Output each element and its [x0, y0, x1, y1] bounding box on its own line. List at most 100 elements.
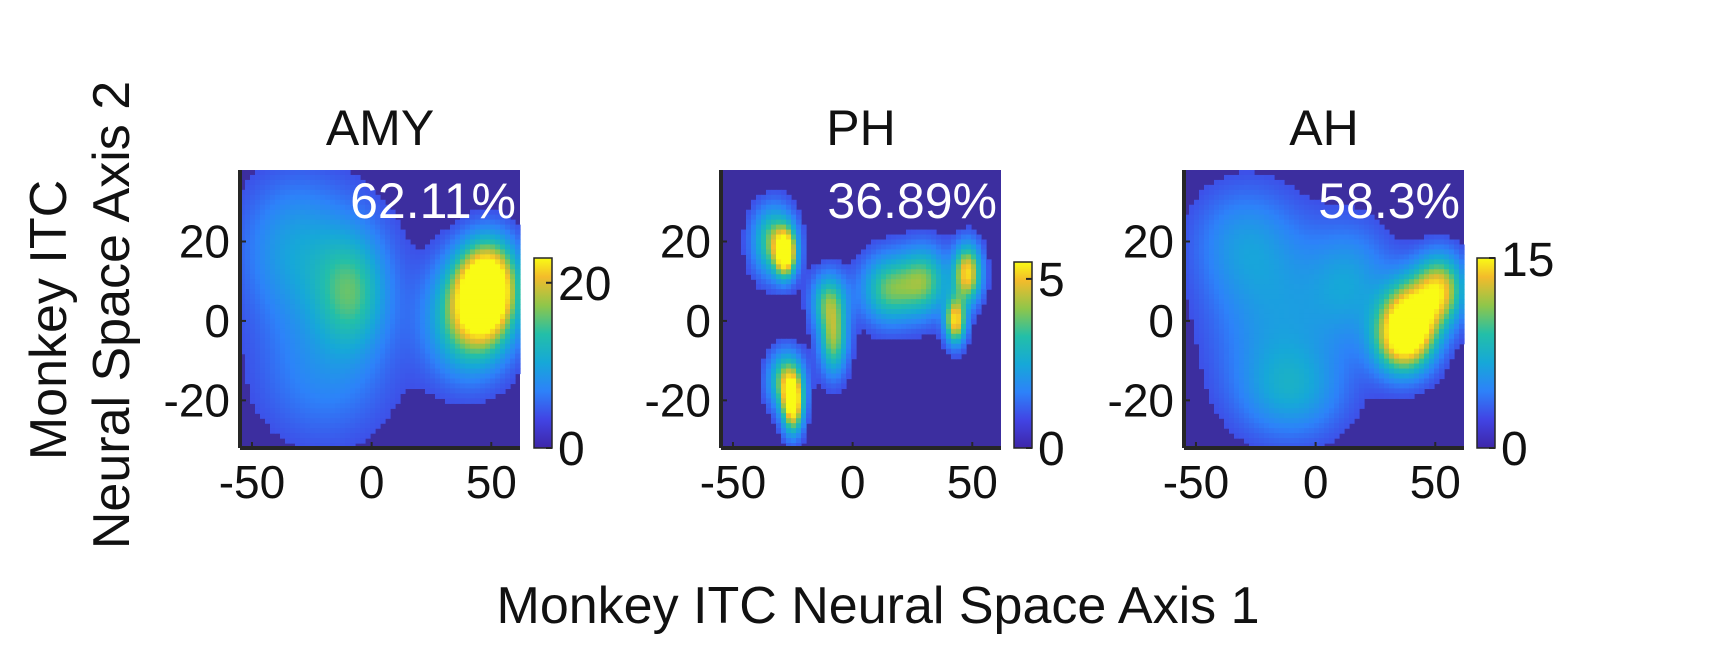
heatmap-cell: [1429, 234, 1435, 241]
heatmap-cell: [871, 249, 877, 255]
heatmap-cell: [495, 338, 501, 345]
heatmap-cell: [1239, 254, 1245, 260]
heatmap-cell: [400, 284, 406, 290]
heatmap-cell: [500, 304, 506, 310]
heatmap-cell: [300, 368, 306, 375]
heatmap-cell: [1374, 229, 1380, 236]
heatmap-cell: [270, 179, 276, 186]
heatmap-cell: [495, 309, 501, 315]
heatmap-cell: [310, 378, 316, 385]
heatmap-cell: [365, 279, 371, 285]
heatmap-cell: [380, 398, 386, 404]
heatmap-cell: [345, 189, 351, 196]
heatmap-cell: [240, 274, 246, 280]
heatmap-cell: [1334, 244, 1340, 251]
heatmap-cell: [806, 294, 812, 300]
heatmap-cell: [1204, 299, 1210, 305]
heatmap-cell: [410, 318, 416, 325]
heatmap-cell: [380, 284, 386, 290]
heatmap-cell: [1259, 259, 1265, 265]
heatmap-cell: [796, 373, 802, 380]
heatmap-cell: [1204, 194, 1210, 201]
heatmap-cell: [1454, 254, 1460, 260]
heatmap-cell: [390, 363, 396, 370]
heatmap-cell: [1219, 199, 1225, 206]
heatmap-cell: [1394, 239, 1400, 246]
heatmap-cell: [345, 373, 351, 380]
heatmap-cell: [410, 309, 416, 315]
heatmap-cell: [465, 264, 471, 270]
heatmap-cell: [1199, 219, 1205, 226]
heatmap-cell: [891, 259, 897, 265]
heatmap-cell: [500, 214, 506, 221]
heatmap-cell: [335, 304, 341, 310]
heatmap-cell: [1329, 234, 1335, 241]
heatmap-cell: [966, 289, 972, 295]
heatmap-cell: [806, 323, 812, 330]
heatmap-cell: [956, 289, 962, 295]
heatmap-cell: [345, 170, 351, 176]
heatmap-cell: [901, 234, 907, 241]
heatmap-cell: [335, 274, 341, 280]
heatmap-cell: [300, 299, 306, 305]
heatmap-cell: [1404, 299, 1410, 305]
heatmap-cell: [305, 408, 311, 414]
heatmap-cell: [1259, 309, 1265, 315]
heatmap-cell: [966, 279, 972, 285]
heatmap-cell: [270, 204, 276, 211]
heatmap-cell: [255, 304, 261, 310]
heatmap-cell: [861, 249, 867, 255]
heatmap-cell: [1234, 304, 1240, 310]
heatmap-cell: [821, 279, 827, 285]
heatmap-cell: [766, 393, 772, 399]
heatmap-cell: [365, 194, 371, 201]
heatmap-cell: [796, 443, 802, 449]
heatmap-cell: [420, 333, 426, 340]
heatmap-cell: [360, 328, 366, 335]
heatmap-cell: [1204, 274, 1210, 280]
heatmap-cell: [315, 274, 321, 280]
heatmap-cell: [1319, 279, 1325, 285]
heatmap-cell: [826, 323, 832, 330]
heatmap-cell: [1309, 294, 1315, 300]
heatmap-cell: [250, 353, 256, 360]
heatmap-cell: [385, 383, 391, 390]
heatmap-cell: [375, 403, 381, 409]
heatmap-cell: [1349, 313, 1355, 320]
heatmap-cell: [936, 299, 942, 305]
heatmap-cell: [1364, 234, 1370, 241]
heatmap-cell: [1229, 309, 1235, 315]
heatmap-cell: [255, 184, 261, 191]
heatmap-cell: [290, 333, 296, 340]
heatmap-cell: [330, 194, 336, 201]
heatmap-cell: [255, 179, 261, 186]
heatmap-cell: [1264, 229, 1270, 236]
heatmap-cell: [380, 373, 386, 380]
heatmap-cell: [921, 244, 927, 251]
heatmap-cell: [290, 304, 296, 310]
heatmap-cell: [310, 204, 316, 211]
heatmap-cell: [450, 358, 456, 365]
heatmap-cell: [285, 348, 291, 355]
heatmap-cell: [971, 239, 977, 246]
heatmap-cell: [916, 259, 922, 265]
heatmap-cell: [1214, 214, 1220, 221]
heatmap-cell: [270, 388, 276, 394]
heatmap-cell: [435, 343, 441, 350]
heatmap-cell: [1339, 309, 1345, 315]
heatmap-cell: [485, 214, 491, 221]
heatmap-cell: [445, 328, 451, 335]
heatmap-cell: [966, 304, 972, 310]
heatmap-cell: [300, 279, 306, 285]
heatmap-cell: [265, 234, 271, 241]
heatmap-cell: [1184, 279, 1190, 285]
heatmap-cell: [345, 378, 351, 385]
heatmap-cell: [450, 239, 456, 246]
heatmap-cell: [906, 323, 912, 330]
heatmap-cell: [891, 304, 897, 310]
heatmap-cell: [1424, 239, 1430, 246]
heatmap-cell: [1334, 219, 1340, 226]
heatmap-cell: [1279, 254, 1285, 260]
heatmap-cell: [971, 269, 977, 275]
heatmap-cell: [1329, 313, 1335, 320]
